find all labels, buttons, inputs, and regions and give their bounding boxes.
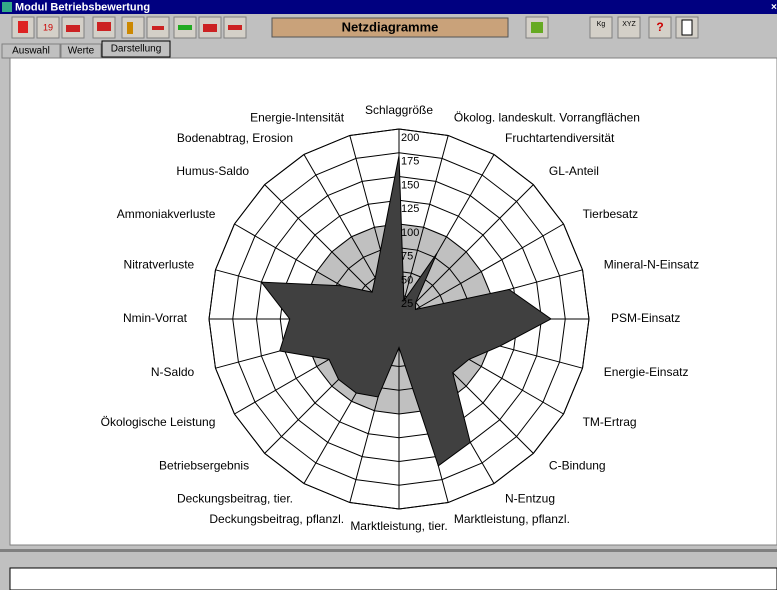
status-box xyxy=(9,567,777,590)
icon xyxy=(152,26,164,30)
icon xyxy=(681,19,693,36)
app-icon xyxy=(2,2,12,12)
axis-label: Marktleistung, tier. xyxy=(350,519,447,533)
tick-label: 125 xyxy=(401,203,419,215)
tool-button[interactable] xyxy=(617,16,641,39)
tick-label: 175 xyxy=(401,156,419,168)
tick-label: 150 xyxy=(401,179,419,191)
axis-label: Energie-Einsatz xyxy=(604,365,689,379)
data-area xyxy=(260,155,552,467)
title-bar xyxy=(0,0,777,14)
tick-label: 50 xyxy=(401,274,413,286)
icon xyxy=(127,22,133,34)
toolbar-label: Netzdiagramme xyxy=(342,19,439,34)
axis-label: Tierbesatz xyxy=(583,207,639,221)
radar-chart: 25 50 75 100 125 150 175 200 Schlaggröße Ökolog. … xyxy=(101,103,699,533)
tool-button[interactable] xyxy=(648,16,672,39)
icon xyxy=(97,22,111,31)
toolbar: 19 Netzdiagramme Kg XYZ ? xyxy=(11,16,699,39)
tab-label[interactable]: Werte xyxy=(68,46,95,57)
axis-label: GL-Anteil xyxy=(549,164,599,178)
icon-label: Kg xyxy=(597,21,606,28)
axis-label: Humus-Saldo xyxy=(176,164,249,178)
axis-label: Nitratverluste xyxy=(124,257,195,271)
tab-label[interactable]: Darstellung xyxy=(111,44,162,55)
tick-label: 25 xyxy=(401,298,413,310)
tick-label: 75 xyxy=(401,251,413,263)
icon xyxy=(66,25,80,32)
axis-label: Marktleistung, pflanzl. xyxy=(454,512,570,526)
icon-label: 19 xyxy=(43,22,53,32)
close-glyph[interactable]: × xyxy=(771,2,777,13)
spoke xyxy=(398,135,449,320)
axis-label: N-Entzug xyxy=(505,491,555,505)
tabs: Auswahl Werte Darstellung xyxy=(1,40,171,59)
spoke xyxy=(398,223,564,320)
axis-label: Deckungsbeitrag, tier. xyxy=(177,491,293,505)
icon-label: XYZ xyxy=(622,21,636,28)
axis-label: Ökologische Leistung xyxy=(101,415,216,429)
tab-label[interactable]: Auswahl xyxy=(12,46,50,57)
axis-label: Fruchtartendiversität xyxy=(505,131,615,145)
tool-button[interactable] xyxy=(589,16,613,39)
axis-label: Schlaggröße xyxy=(365,103,433,117)
axis-label: Bodenabtrag, Erosion xyxy=(177,131,293,145)
tick-label: 100 xyxy=(401,227,419,239)
icon-label: ? xyxy=(656,20,663,34)
axis-label: N-Saldo xyxy=(151,365,195,379)
icon xyxy=(178,25,192,30)
axis-label: Mineral-N-Einsatz xyxy=(604,257,699,271)
separator xyxy=(0,549,777,552)
icon xyxy=(228,25,242,30)
axis-label: Deckungsbeitrag, pflanzl. xyxy=(209,512,344,526)
icon xyxy=(203,24,217,32)
axis-label: TM-Ertrag xyxy=(583,415,637,429)
tool-button[interactable] xyxy=(36,16,60,39)
axis-label: Nmin-Vorrat xyxy=(123,311,188,325)
spoke xyxy=(398,184,534,320)
window-title: Modul Betriebsbewertung xyxy=(15,1,150,13)
axis-label: PSM-Einsatz xyxy=(611,311,680,325)
icon xyxy=(18,21,28,33)
axis-label: Ammoniakverluste xyxy=(117,207,216,221)
tick-label: 200 xyxy=(401,132,419,144)
icon xyxy=(531,22,543,33)
axis-label: Ökolog. landeskult. Vorrangflächen xyxy=(454,110,640,124)
tab-active[interactable] xyxy=(101,40,171,58)
toolbar-label-box xyxy=(271,17,509,38)
axis-label: Energie-Intensität xyxy=(250,110,345,124)
axis-label: C-Bindung xyxy=(549,458,606,472)
axis-label: Betriebsergebnis xyxy=(159,458,249,472)
